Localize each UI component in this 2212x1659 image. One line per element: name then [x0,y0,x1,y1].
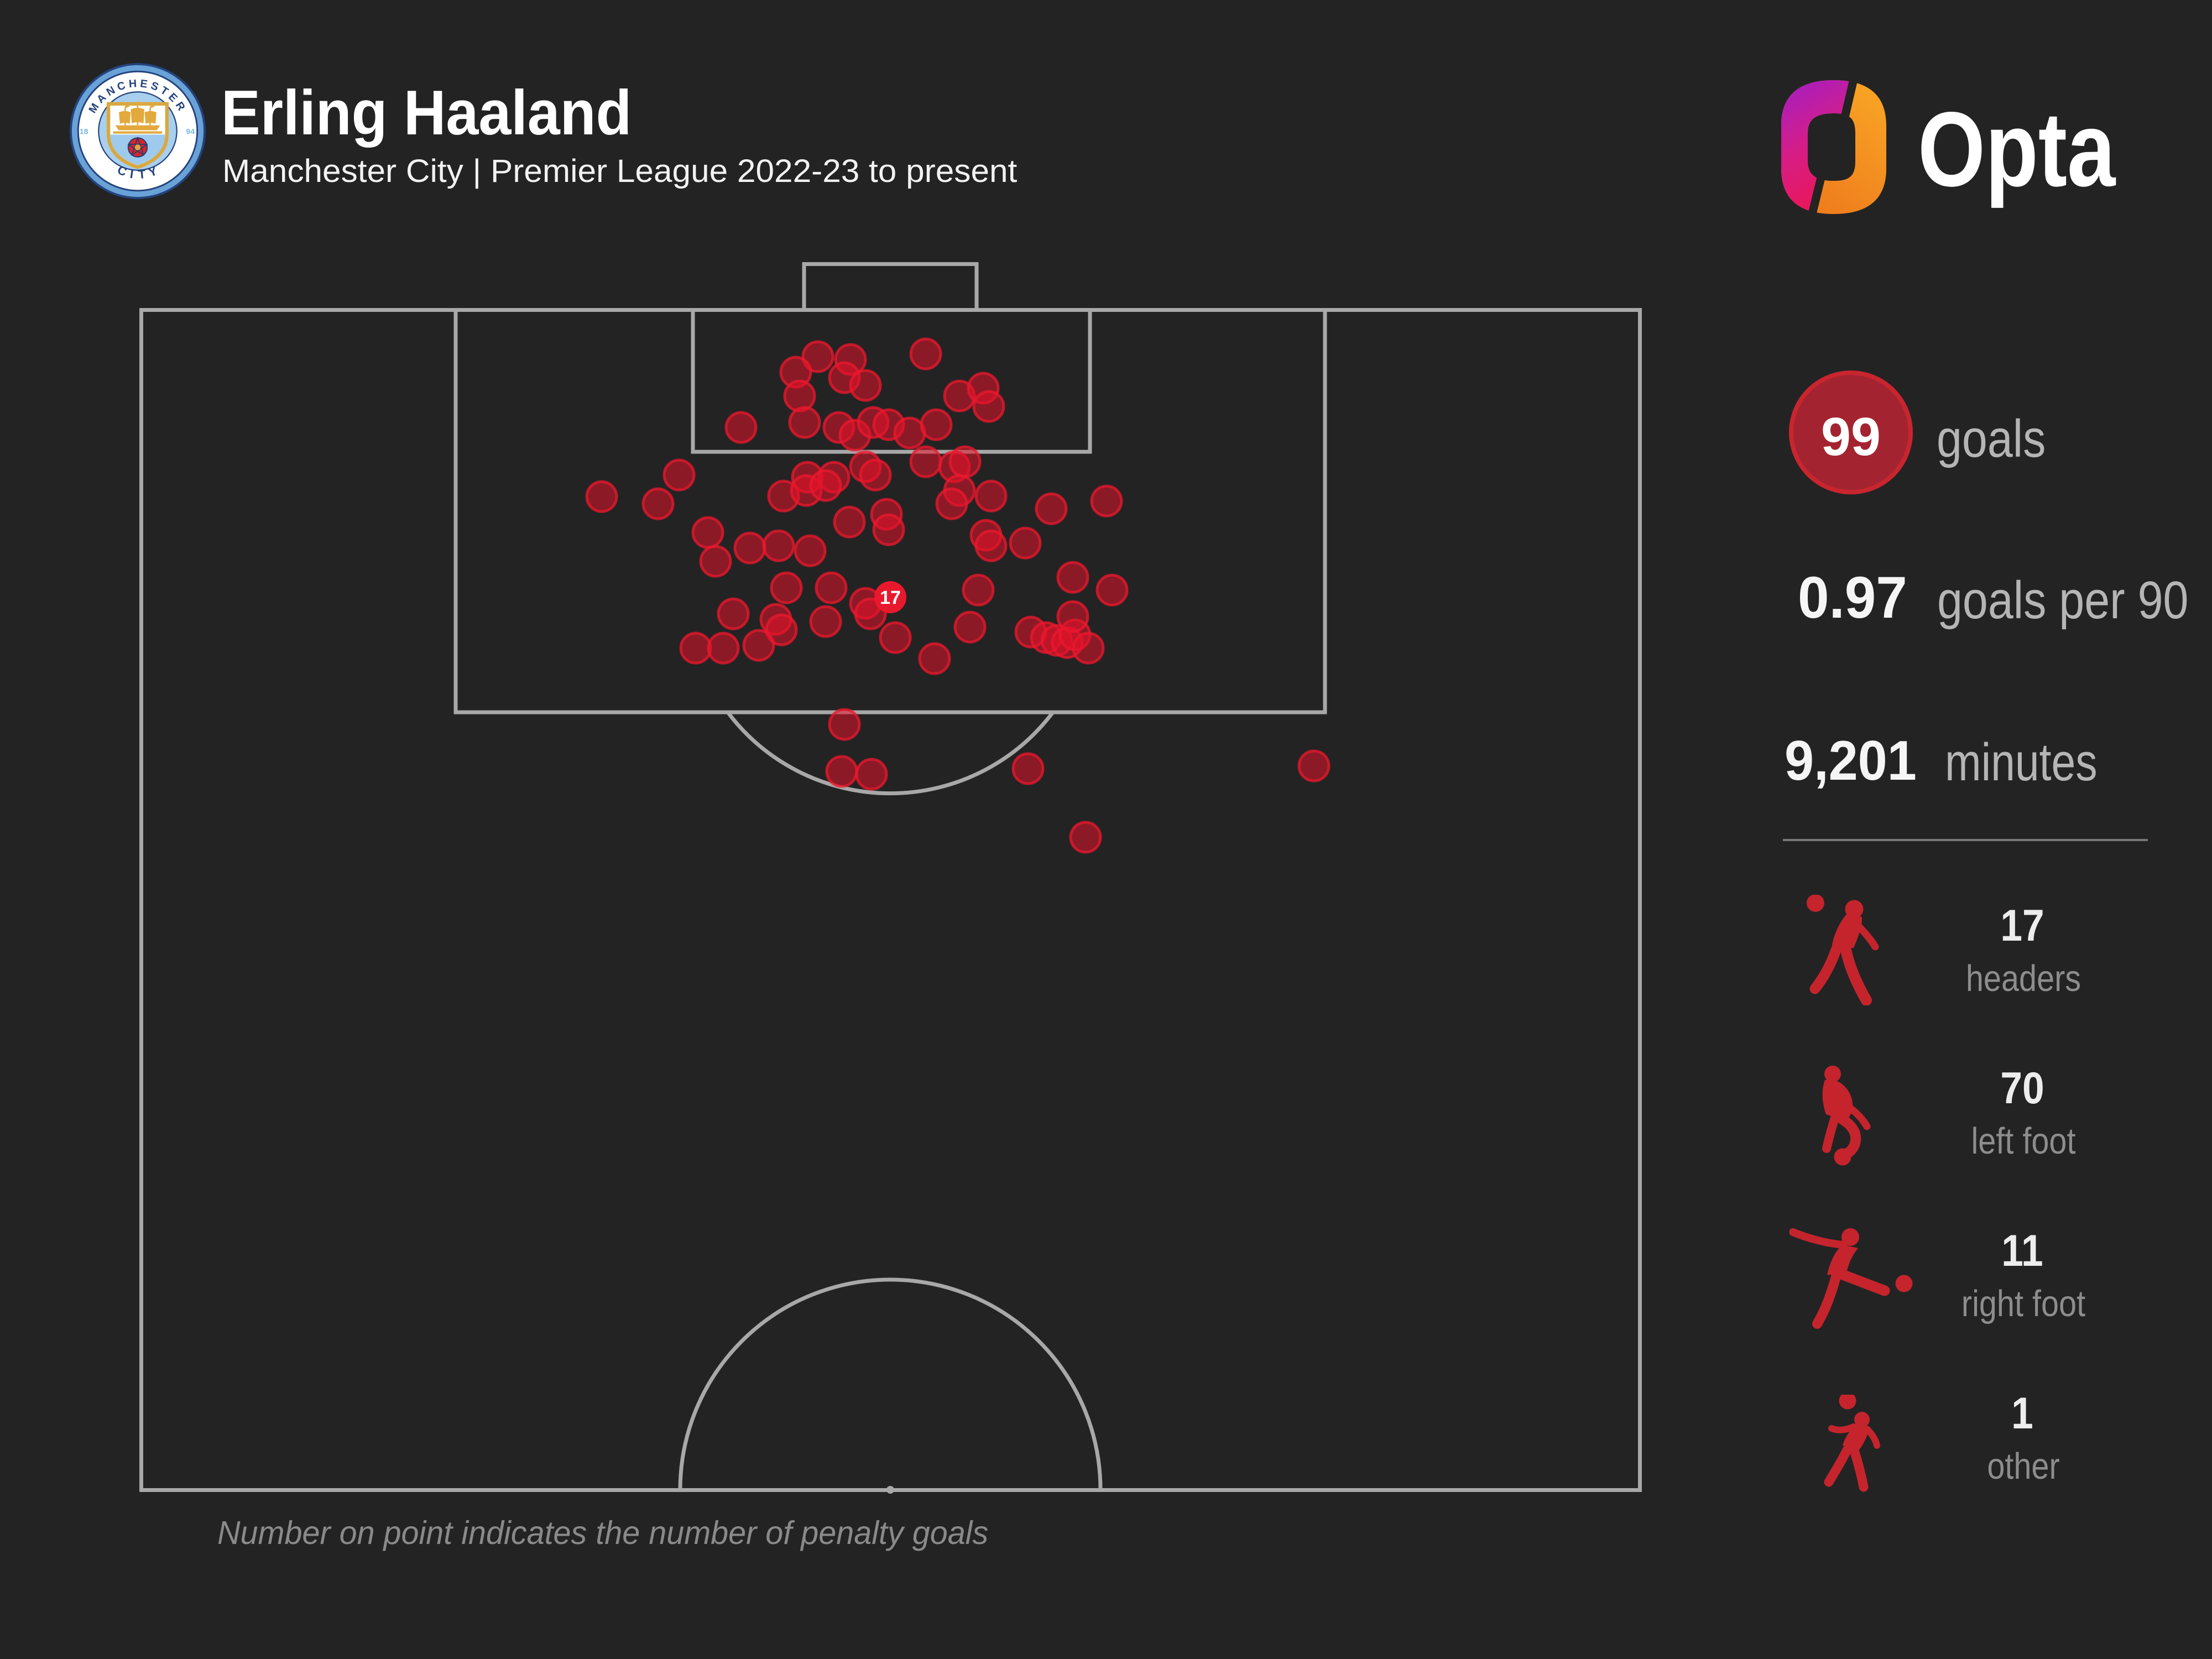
svg-text:I: I [129,167,134,181]
svg-text:94: 94 [186,128,195,137]
svg-text:18: 18 [80,128,88,137]
svg-text:17: 17 [880,587,901,608]
svg-text:T: T [138,167,147,181]
